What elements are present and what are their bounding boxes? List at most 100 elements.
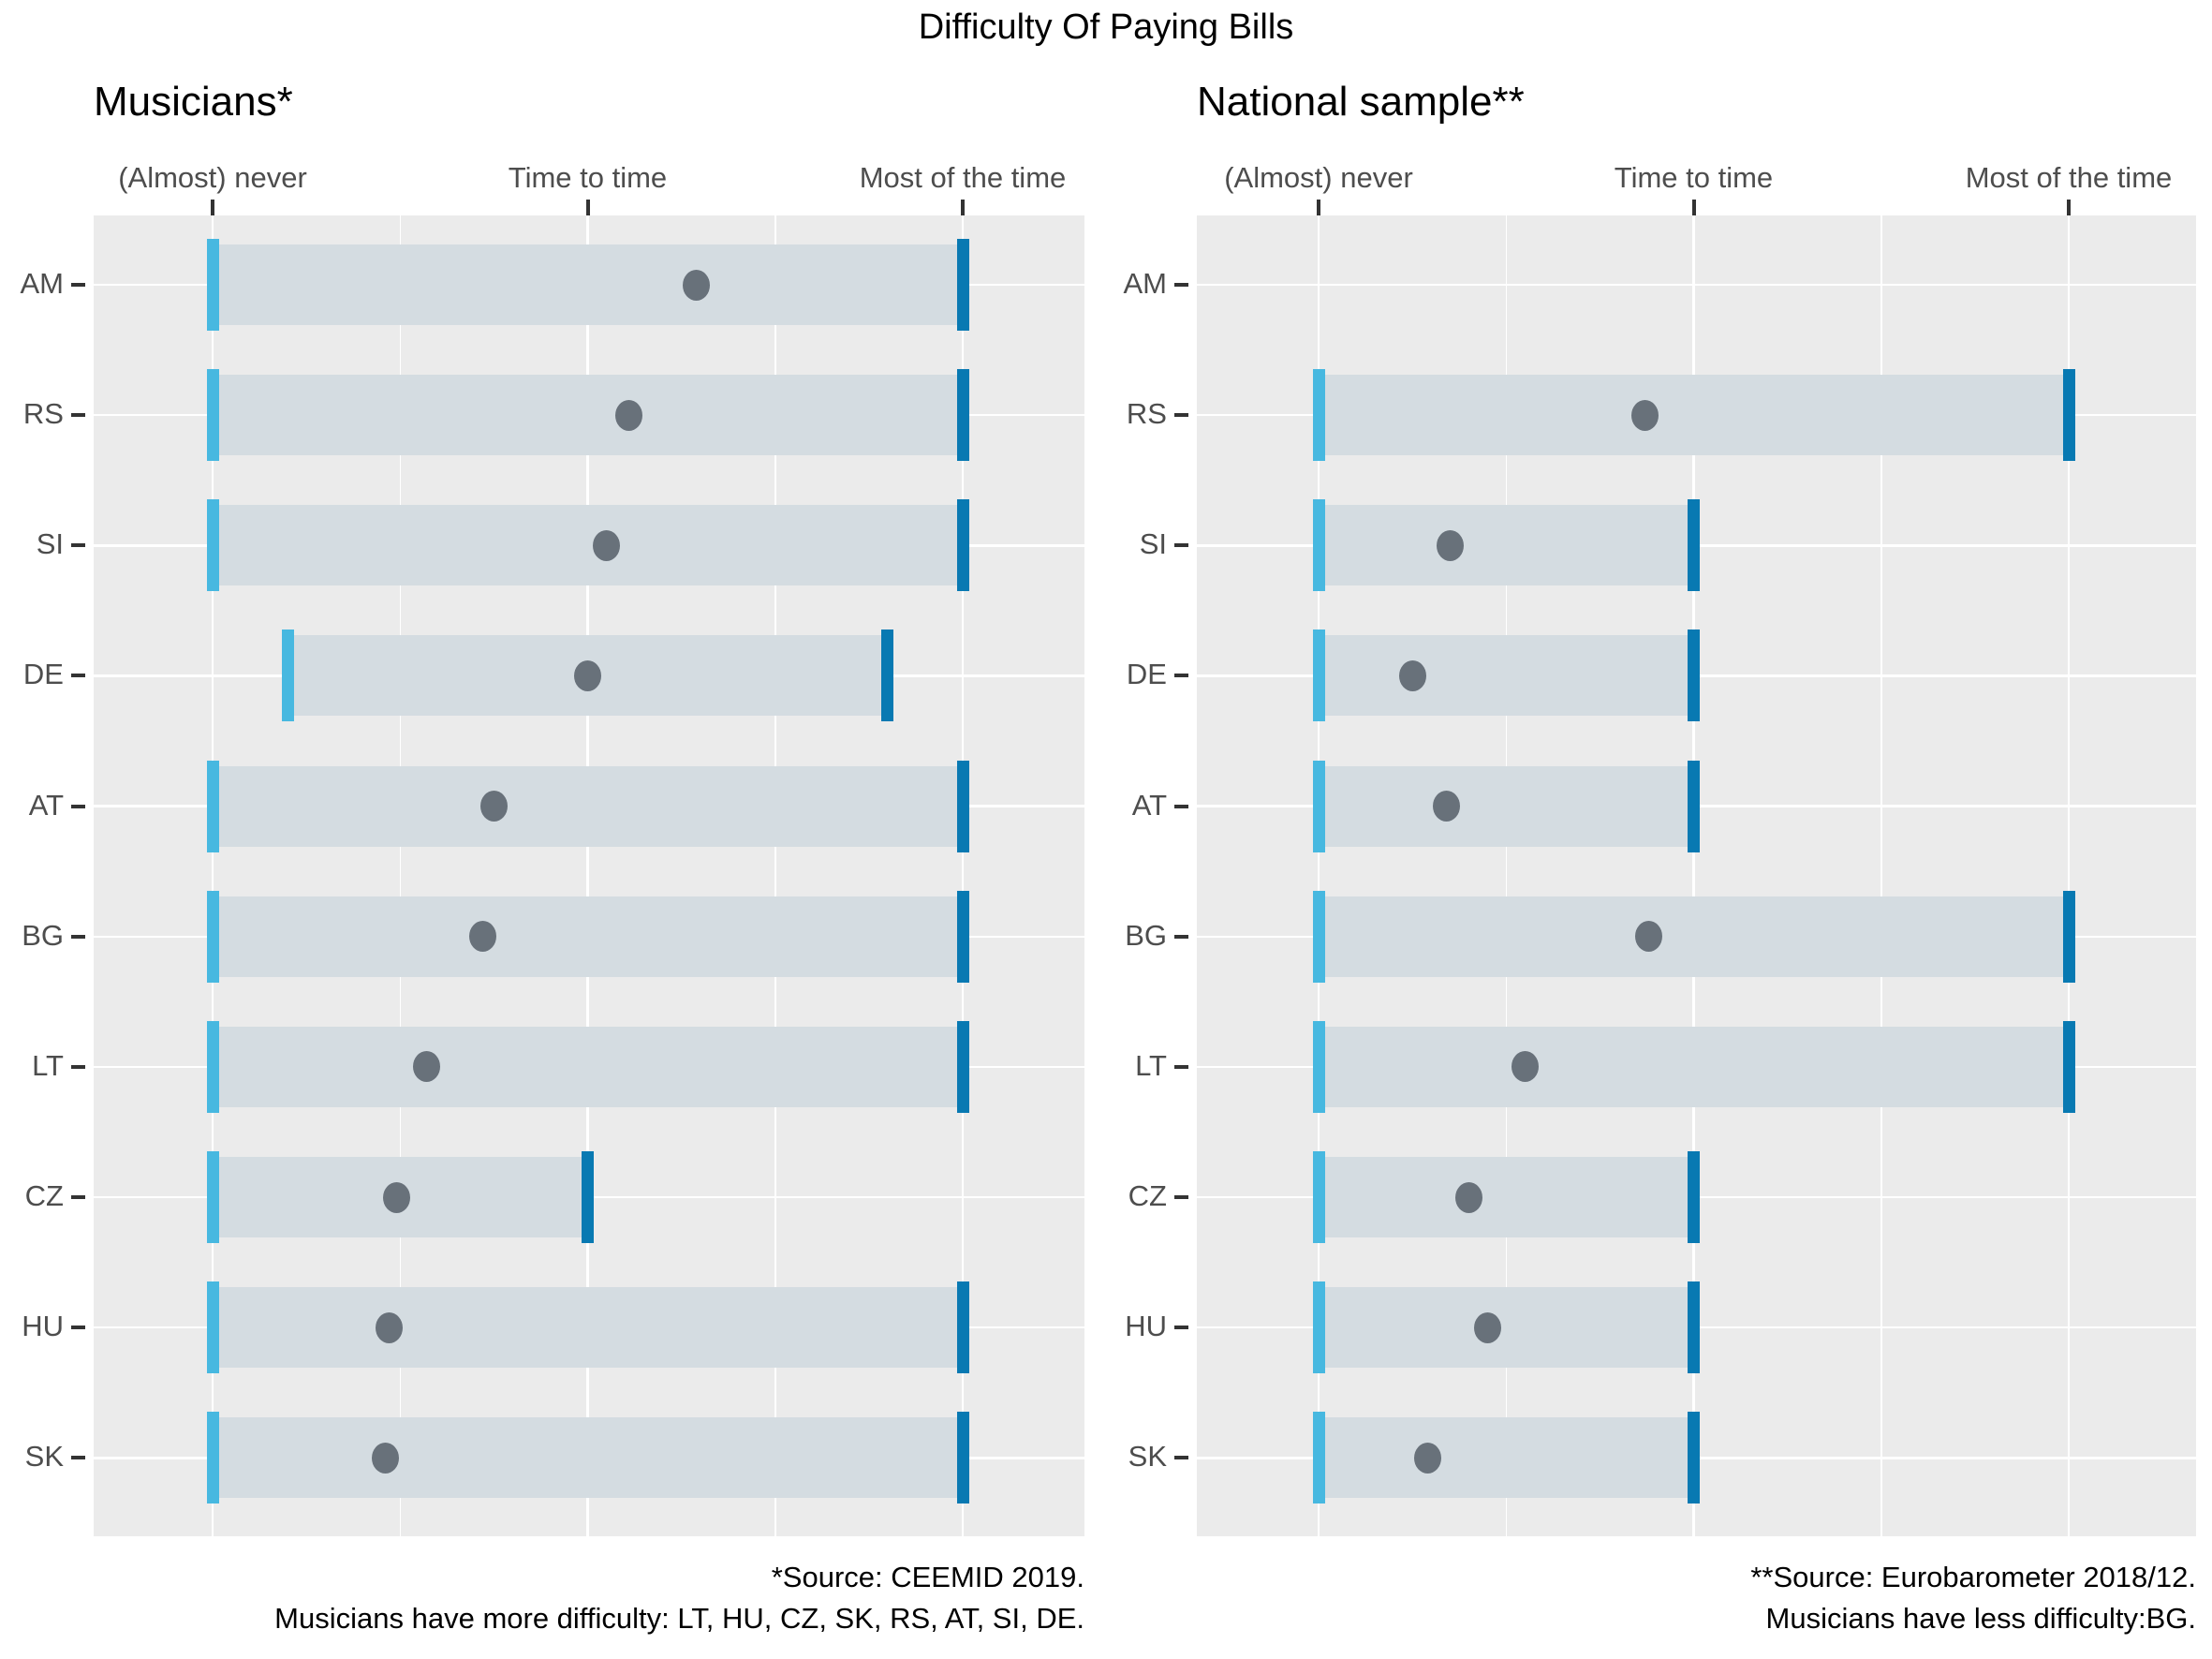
y-axis-tick xyxy=(71,804,85,808)
mean-dot xyxy=(1436,529,1464,561)
y-axis-tick xyxy=(1174,674,1188,678)
y-axis-label-SK: SK xyxy=(24,1440,64,1474)
x-axis-tick xyxy=(1317,200,1320,215)
mean-dot xyxy=(574,659,601,691)
x-axis-label: Time to time xyxy=(508,161,668,194)
mean-dot xyxy=(1398,659,1426,691)
mean-dot xyxy=(468,921,496,953)
range-max-cap xyxy=(956,1020,969,1113)
mean-dot xyxy=(1634,921,1662,953)
mean-dot xyxy=(1413,1442,1441,1474)
range-band xyxy=(213,765,963,847)
range-min-cap xyxy=(206,760,219,852)
gridline-minor-vertical xyxy=(774,215,776,1536)
y-axis-label-SI: SI xyxy=(36,527,64,561)
x-axis-tick xyxy=(961,200,965,215)
caption-national-sample: **Source: Eurobarometer 2018/12. Musicia… xyxy=(1750,1557,2196,1639)
y-axis-tick xyxy=(71,934,85,939)
range-max-cap xyxy=(1688,1151,1700,1244)
range-band xyxy=(1319,1157,1694,1238)
range-min-cap xyxy=(206,890,219,983)
y-axis-label-BG: BG xyxy=(22,918,64,952)
range-band xyxy=(1319,375,2069,456)
range-band xyxy=(213,1026,963,1107)
range-max-cap xyxy=(582,1151,594,1244)
range-max-cap xyxy=(2062,369,2075,462)
range-band xyxy=(1319,765,1694,847)
gridline-major-vertical xyxy=(211,215,214,1536)
y-axis-label-RS: RS xyxy=(22,397,64,431)
caption-source-national: **Source: Eurobarometer 2018/12. xyxy=(1750,1561,2196,1593)
y-axis-label-DE: DE xyxy=(1126,658,1167,691)
mean-dot xyxy=(1511,1051,1539,1083)
x-axis-label: Most of the time xyxy=(859,161,1067,194)
mean-dot xyxy=(615,399,643,431)
y-axis-tick xyxy=(71,283,85,287)
range-min-cap xyxy=(206,1281,219,1374)
range-band xyxy=(1319,505,1694,586)
x-axis-tick xyxy=(2067,200,2071,215)
range-max-cap xyxy=(956,369,969,462)
range-max-cap xyxy=(956,1412,969,1504)
chart-title: Difficulty Of Paying Bills xyxy=(918,7,1294,47)
x-axis-tick xyxy=(585,200,590,215)
range-min-cap xyxy=(1312,1020,1325,1113)
x-axis-label: Time to time xyxy=(1614,161,1774,194)
range-min-cap xyxy=(1312,369,1325,462)
y-axis-label-AT: AT xyxy=(28,788,64,822)
range-min-cap xyxy=(1312,499,1325,592)
range-min-cap xyxy=(206,239,219,331)
range-max-cap xyxy=(1688,499,1700,592)
range-min-cap xyxy=(1312,1151,1325,1244)
mean-dot xyxy=(479,791,508,822)
range-min-cap xyxy=(1312,1412,1325,1504)
gridline-major-vertical xyxy=(2067,215,2071,1536)
y-axis-label-CZ: CZ xyxy=(24,1179,64,1213)
x-axis-tick xyxy=(1691,200,1696,215)
y-axis-tick xyxy=(1174,413,1188,418)
range-band xyxy=(213,244,963,325)
caption-note-musicians: Musicians have more difficulty: LT, HU, … xyxy=(274,1602,1084,1635)
range-min-cap xyxy=(206,1020,219,1113)
mean-dot xyxy=(1473,1311,1501,1343)
y-axis-tick xyxy=(1174,804,1188,808)
y-axis-label-AM: AM xyxy=(1123,267,1168,300)
range-max-cap xyxy=(2062,1020,2075,1113)
range-max-cap xyxy=(956,1281,969,1374)
y-axis-tick xyxy=(71,413,85,418)
y-axis-tick xyxy=(1174,934,1188,939)
y-axis-tick xyxy=(1174,1064,1188,1069)
gridline-major-horizontal xyxy=(1197,283,2196,287)
range-min-cap xyxy=(206,369,219,462)
y-axis-tick xyxy=(71,543,85,548)
gridline-major-vertical xyxy=(961,215,965,1536)
range-max-cap xyxy=(1688,760,1700,852)
mean-dot xyxy=(1432,791,1460,822)
gridline-minor-vertical xyxy=(1505,215,1507,1536)
mean-dot xyxy=(382,1181,410,1213)
y-axis-tick xyxy=(71,1326,85,1330)
y-axis-label-HU: HU xyxy=(1125,1310,1167,1343)
y-axis-label-RS: RS xyxy=(1126,397,1167,431)
y-axis-label-AT: AT xyxy=(1131,788,1167,822)
gridline-minor-vertical xyxy=(1880,215,1882,1536)
y-axis-tick xyxy=(71,674,85,678)
mean-dot xyxy=(593,529,621,561)
facet-title-musicians: Musicians* xyxy=(94,79,293,125)
y-axis-label-SI: SI xyxy=(1139,527,1167,561)
mean-dot xyxy=(1454,1181,1482,1213)
facet-title-national-sample: National sample** xyxy=(1197,79,1525,125)
range-band xyxy=(1319,896,2069,977)
y-axis-tick xyxy=(71,1195,85,1200)
gridline-major-vertical xyxy=(1692,215,1695,1536)
range-min-cap xyxy=(206,1151,219,1244)
range-max-cap xyxy=(956,499,969,592)
y-axis-label-DE: DE xyxy=(22,658,64,691)
y-axis-label-LT: LT xyxy=(32,1048,64,1082)
range-min-cap xyxy=(206,1412,219,1504)
y-axis-tick xyxy=(1174,283,1188,287)
range-band xyxy=(213,1417,963,1499)
y-axis-tick xyxy=(1174,1456,1188,1460)
gridline-major-vertical xyxy=(1317,215,1320,1536)
mean-dot xyxy=(1630,399,1659,431)
